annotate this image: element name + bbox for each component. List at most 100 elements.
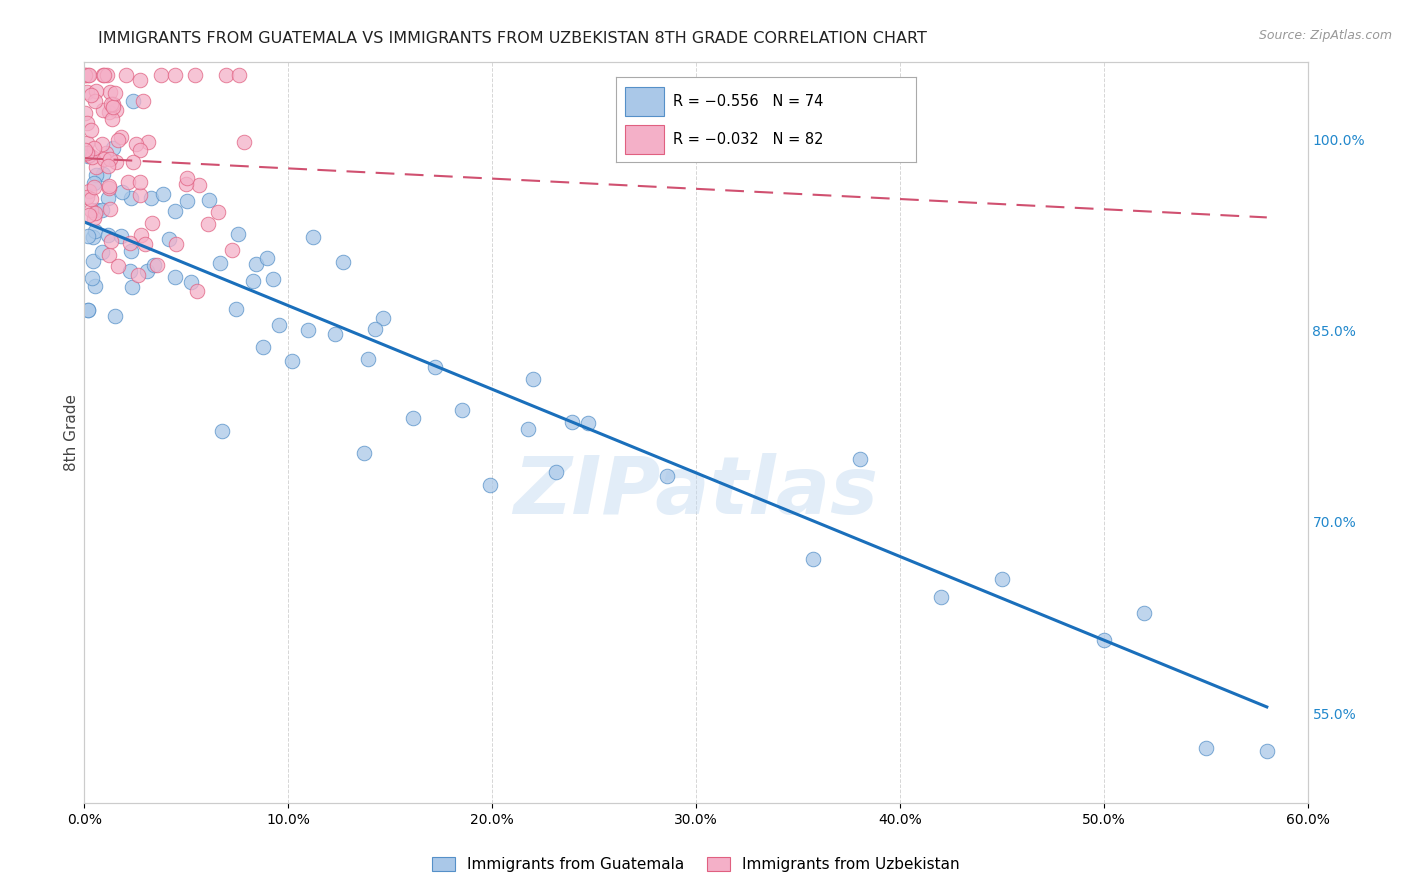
Point bbox=[131, 94, 153, 108]
Point bbox=[104, 86, 127, 100]
Point bbox=[232, 135, 254, 149]
Point bbox=[142, 258, 165, 272]
Point bbox=[152, 187, 174, 202]
Point bbox=[83, 180, 105, 194]
Point bbox=[991, 572, 1014, 586]
Point bbox=[479, 477, 502, 491]
Point bbox=[136, 135, 159, 149]
Point bbox=[174, 177, 197, 191]
Point bbox=[83, 278, 105, 293]
Point bbox=[86, 202, 108, 217]
Point bbox=[98, 202, 121, 216]
Point bbox=[209, 256, 232, 270]
Point bbox=[364, 322, 387, 336]
Point bbox=[129, 188, 152, 202]
Point bbox=[655, 468, 678, 483]
Point bbox=[100, 96, 122, 111]
Point bbox=[97, 105, 120, 120]
Point bbox=[75, 68, 97, 82]
Point bbox=[184, 68, 207, 82]
Point bbox=[221, 244, 243, 258]
Point bbox=[77, 302, 100, 317]
Point bbox=[176, 171, 198, 186]
Point bbox=[180, 275, 202, 289]
Point bbox=[101, 100, 124, 114]
Point bbox=[100, 234, 122, 248]
Point bbox=[91, 103, 114, 117]
Point bbox=[176, 194, 198, 208]
Point bbox=[105, 103, 128, 118]
Point bbox=[97, 227, 120, 242]
Point bbox=[80, 192, 103, 206]
Point bbox=[110, 229, 132, 244]
Point bbox=[129, 227, 152, 242]
Point bbox=[82, 230, 104, 244]
Point bbox=[228, 68, 250, 82]
Point bbox=[165, 204, 187, 219]
Point bbox=[269, 318, 291, 332]
Point bbox=[77, 149, 100, 163]
Point bbox=[82, 254, 104, 268]
Point bbox=[77, 68, 100, 82]
Point bbox=[86, 84, 108, 98]
Point bbox=[187, 178, 209, 193]
Point bbox=[517, 422, 540, 436]
Point bbox=[332, 254, 354, 268]
Point bbox=[118, 236, 141, 251]
Point bbox=[561, 415, 583, 429]
Point bbox=[163, 68, 186, 82]
Point bbox=[120, 244, 142, 259]
Point bbox=[165, 270, 187, 285]
Point bbox=[136, 264, 159, 278]
Point bbox=[146, 258, 169, 272]
Text: IMMIGRANTS FROM GUATEMALA VS IMMIGRANTS FROM UZBEKISTAN 8TH GRADE CORRELATION CH: IMMIGRANTS FROM GUATEMALA VS IMMIGRANTS … bbox=[98, 31, 928, 46]
Point bbox=[111, 185, 134, 199]
Point bbox=[91, 68, 114, 82]
Point bbox=[425, 359, 447, 374]
Point bbox=[323, 327, 346, 342]
Point bbox=[125, 137, 148, 152]
Point bbox=[252, 340, 274, 354]
Point bbox=[97, 248, 120, 262]
Point bbox=[117, 175, 139, 189]
Point bbox=[1133, 606, 1156, 620]
Point bbox=[76, 85, 98, 99]
Point bbox=[576, 416, 599, 430]
Point bbox=[80, 150, 103, 164]
Text: ZIPatlas: ZIPatlas bbox=[513, 453, 879, 531]
Point bbox=[97, 159, 120, 173]
Point bbox=[107, 132, 129, 146]
Point bbox=[242, 274, 264, 288]
Point bbox=[256, 251, 278, 265]
Y-axis label: 8th Grade: 8th Grade bbox=[63, 394, 79, 471]
Point bbox=[105, 155, 128, 169]
Point bbox=[198, 193, 221, 207]
Point bbox=[104, 310, 127, 324]
Point bbox=[77, 208, 100, 222]
Point bbox=[83, 94, 105, 108]
Point bbox=[93, 152, 115, 166]
Point bbox=[129, 175, 152, 189]
Point bbox=[149, 68, 172, 82]
Point bbox=[76, 116, 98, 130]
Point bbox=[90, 202, 112, 217]
Point bbox=[77, 303, 100, 318]
Point bbox=[84, 160, 107, 174]
Point bbox=[211, 424, 233, 438]
Point bbox=[1092, 633, 1115, 648]
Point bbox=[1195, 740, 1218, 755]
Point bbox=[849, 452, 872, 467]
Point bbox=[297, 323, 319, 337]
Point bbox=[121, 280, 143, 294]
Point bbox=[80, 88, 103, 103]
Point bbox=[402, 411, 425, 425]
Point bbox=[91, 245, 114, 260]
Point bbox=[96, 68, 118, 82]
Point bbox=[262, 272, 284, 286]
Point bbox=[84, 168, 107, 182]
Point bbox=[128, 73, 150, 87]
Point bbox=[101, 97, 124, 112]
Point bbox=[97, 191, 120, 205]
Point bbox=[215, 68, 238, 82]
Point bbox=[120, 191, 142, 205]
